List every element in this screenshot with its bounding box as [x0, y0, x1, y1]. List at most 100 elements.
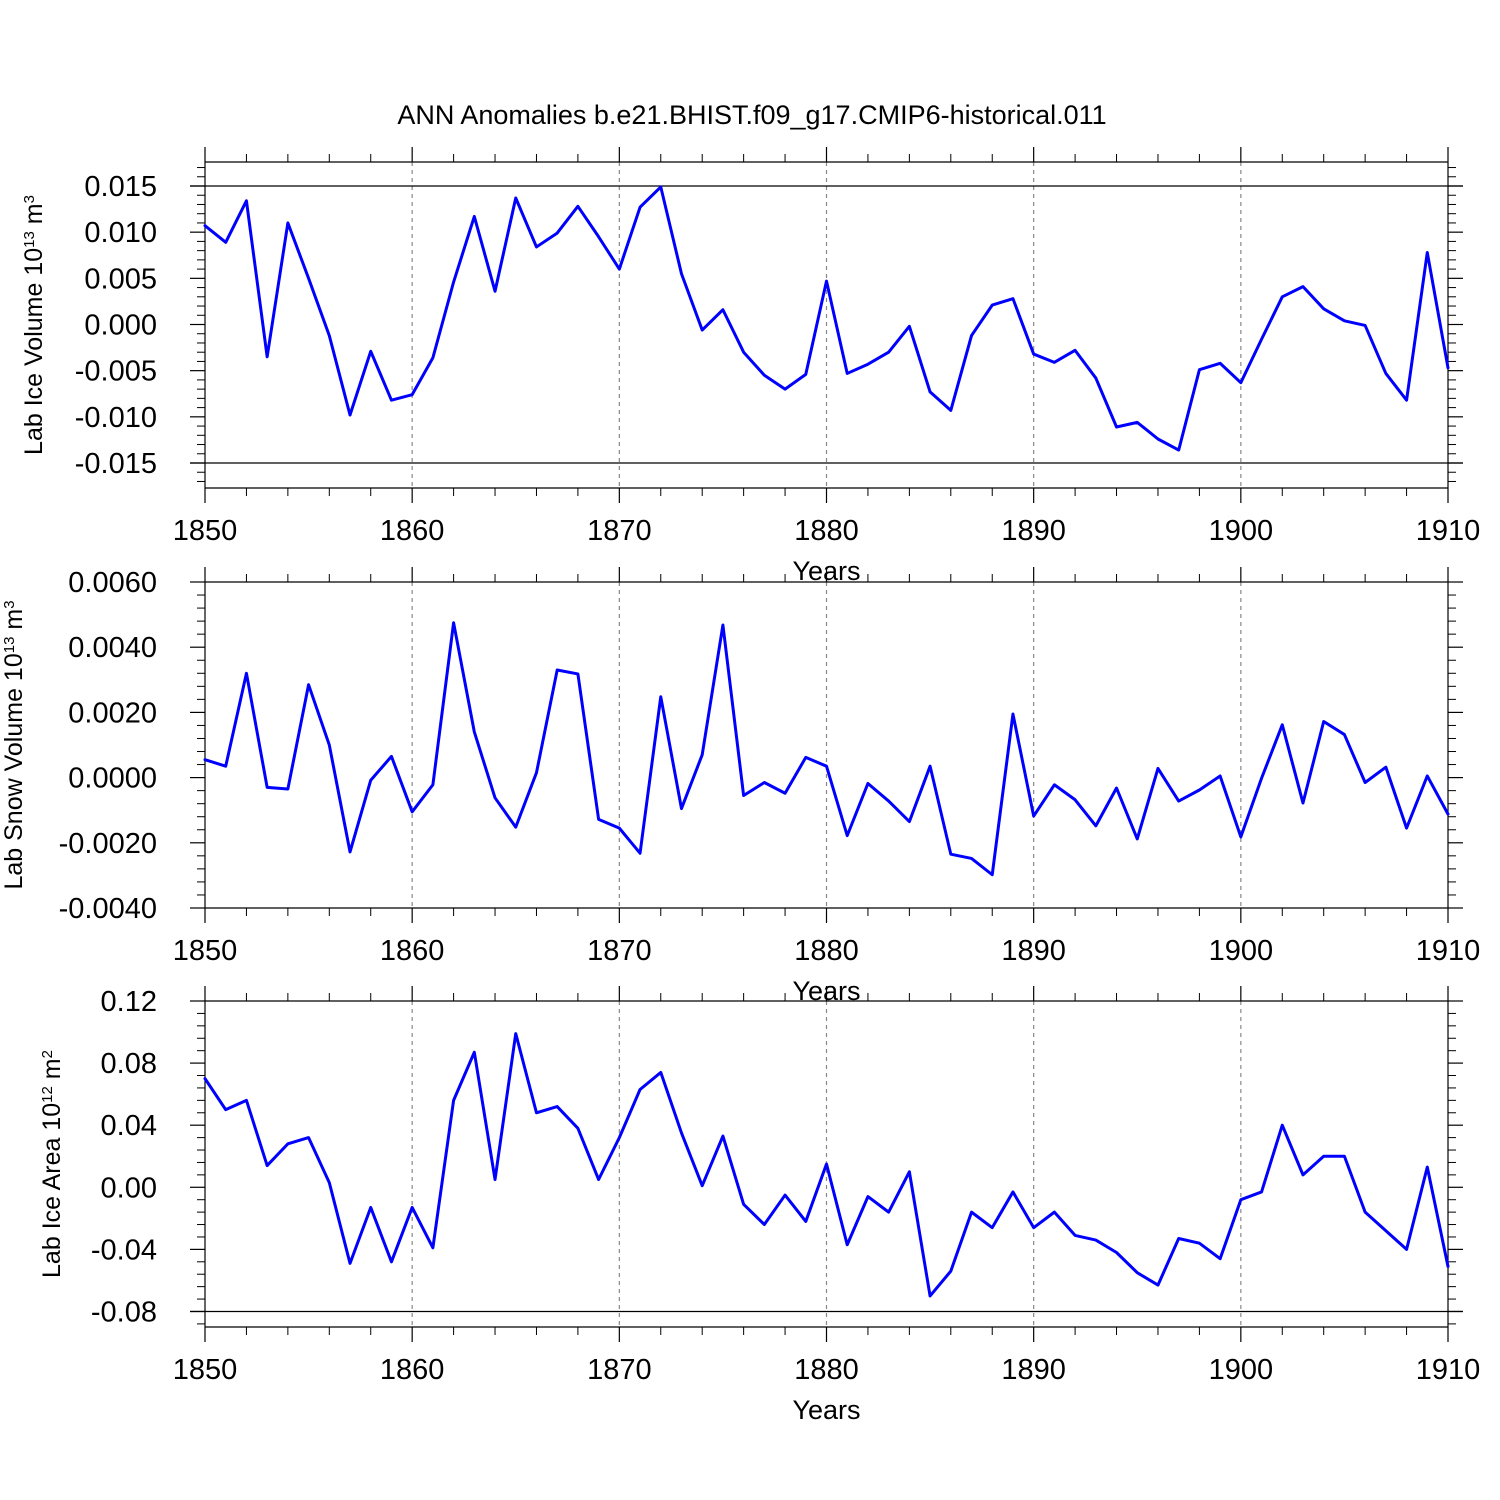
data-point — [1032, 815, 1034, 817]
data-point — [991, 1226, 993, 1228]
y-tick-label: 0.0000 — [68, 763, 157, 795]
data-point — [411, 811, 413, 813]
data-point — [742, 351, 744, 353]
data-point — [618, 827, 620, 829]
chart-panel-1: -0.015 -0.010 -0.005 0.000 0.005 0.010 0.015 18… — [20, 147, 1480, 586]
data-point — [1343, 320, 1345, 322]
data-point — [805, 373, 807, 375]
data-point — [846, 834, 848, 836]
y-tick-label: 0.010 — [84, 217, 157, 249]
data-point — [1198, 789, 1200, 791]
data-point — [577, 1127, 579, 1129]
data-point — [722, 1135, 724, 1137]
data-point — [701, 754, 703, 756]
data-point — [328, 334, 330, 336]
data-point — [473, 1051, 475, 1053]
data-point — [846, 1244, 848, 1246]
y-axis-title-exp: 12 — [39, 1086, 56, 1103]
data-point — [432, 1247, 434, 1249]
data-point — [266, 786, 268, 788]
y-tick-label: 0.04 — [101, 1110, 157, 1142]
x-tick-label: 1870 — [587, 1354, 652, 1386]
data-point — [597, 1178, 599, 1180]
data-point — [908, 1171, 910, 1173]
data-point — [1074, 799, 1076, 801]
data-point — [473, 215, 475, 217]
data-point — [245, 200, 247, 202]
x-tick-label: 1850 — [173, 1354, 238, 1386]
y-tick-label: 0.0060 — [68, 567, 157, 599]
y-axis-title-unit-exp: 3 — [1, 600, 18, 608]
x-tick-label: 1870 — [587, 515, 652, 547]
y-axis-title-exp: 13 — [1, 637, 18, 654]
data-point — [722, 309, 724, 311]
data-point — [370, 1206, 372, 1208]
data-point — [1343, 1155, 1345, 1157]
data-point — [763, 1223, 765, 1225]
data-point — [1447, 813, 1449, 815]
chart-panel-2: -0.0040 -0.0020 0.0000 0.0020 0.0040 0.0060 18… — [0, 567, 1480, 1006]
x-axis-title: Years — [792, 1395, 860, 1425]
data-point — [929, 391, 931, 393]
data-point — [556, 1105, 558, 1107]
data-point — [1219, 1257, 1221, 1259]
data-point — [494, 797, 496, 799]
data-point — [535, 772, 537, 774]
data-point — [763, 374, 765, 376]
data-point — [494, 290, 496, 292]
x-tick-label: 1900 — [1209, 935, 1274, 967]
y-tick-label: 0.12 — [101, 986, 157, 1018]
data-point — [515, 1032, 517, 1034]
data-point — [515, 197, 517, 199]
data-point — [1426, 251, 1428, 253]
data-point — [805, 756, 807, 758]
x-tick-label: 1860 — [380, 1354, 445, 1386]
data-point — [1426, 775, 1428, 777]
data-point — [473, 731, 475, 733]
data-point — [784, 388, 786, 390]
data-point — [287, 1143, 289, 1145]
data-point — [328, 744, 330, 746]
data-point — [287, 222, 289, 224]
data-point — [390, 399, 392, 401]
data-point — [908, 325, 910, 327]
data-point — [1012, 1191, 1014, 1193]
series-line — [203, 621, 1450, 877]
y-axis-title-text: Lab Snow Volume 10 — [0, 653, 28, 889]
y-axis-title: Lab Ice Volume 1013 m3 — [20, 195, 48, 455]
y-axis-title-unit: m — [20, 203, 48, 231]
data-point — [245, 672, 247, 674]
data-point — [1260, 777, 1262, 779]
data-point — [950, 409, 952, 411]
x-tick-label: 1850 — [173, 515, 238, 547]
data-point — [1281, 296, 1283, 298]
x-tick-label: 1850 — [173, 935, 238, 967]
data-point — [825, 1163, 827, 1165]
data-point — [742, 794, 744, 796]
data-point — [1053, 361, 1055, 363]
data-point — [1177, 449, 1179, 451]
data-point — [1364, 324, 1366, 326]
data-point — [390, 755, 392, 757]
data-point — [1074, 1234, 1076, 1236]
data-point — [370, 350, 372, 352]
data-point — [370, 779, 372, 781]
data-point — [452, 1099, 454, 1101]
data-point — [266, 1164, 268, 1166]
series-line — [203, 185, 1450, 452]
data-point — [452, 281, 454, 283]
y-tick-label: -0.08 — [91, 1296, 157, 1328]
data-point — [1385, 1230, 1387, 1232]
data-point — [742, 1203, 744, 1205]
data-point — [307, 1136, 309, 1138]
data-point — [1177, 800, 1179, 802]
data-point — [950, 1270, 952, 1272]
data-point — [1115, 1251, 1117, 1253]
data-point — [1426, 1166, 1428, 1168]
x-tick-label: 1890 — [1001, 1354, 1066, 1386]
data-point — [1343, 733, 1345, 735]
data-point — [1405, 399, 1407, 401]
data-point — [784, 1194, 786, 1196]
x-tick-label: 1900 — [1209, 515, 1274, 547]
data-point — [970, 334, 972, 336]
